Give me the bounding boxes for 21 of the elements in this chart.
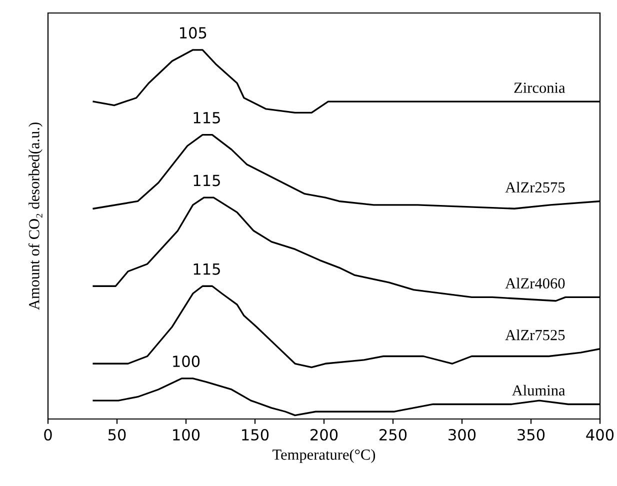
x-tick-label: 100 [173,428,200,441]
annotation: 100 [173,356,200,368]
x-tick-label: 0 [44,428,52,441]
annotation: 115 [194,174,220,186]
series-label: AlZr2575 [505,182,565,193]
x-axis-title: Temperature(°C) [272,449,376,463]
series-label: AlZr4060 [505,278,565,289]
x-tick-label: 50 [108,428,126,441]
annotation: 115 [194,263,220,275]
annotation: 115 [194,112,220,124]
annotation: 105 [180,27,206,39]
x-tick-label: 250 [380,428,407,441]
x-tick-label: 400 [586,428,614,441]
x-tick-label: 300 [448,428,476,441]
series-label: Alumina [512,384,566,396]
series-label: Zirconia [514,82,566,93]
x-tick-label: 350 [518,428,545,441]
x-tick-label: 200 [310,428,338,441]
x-tick-label: 150 [242,428,269,441]
series-label: AlZr7525 [505,329,565,340]
y-axis-title: Amount of CO₂ desorbed(a.u.) [28,122,42,310]
